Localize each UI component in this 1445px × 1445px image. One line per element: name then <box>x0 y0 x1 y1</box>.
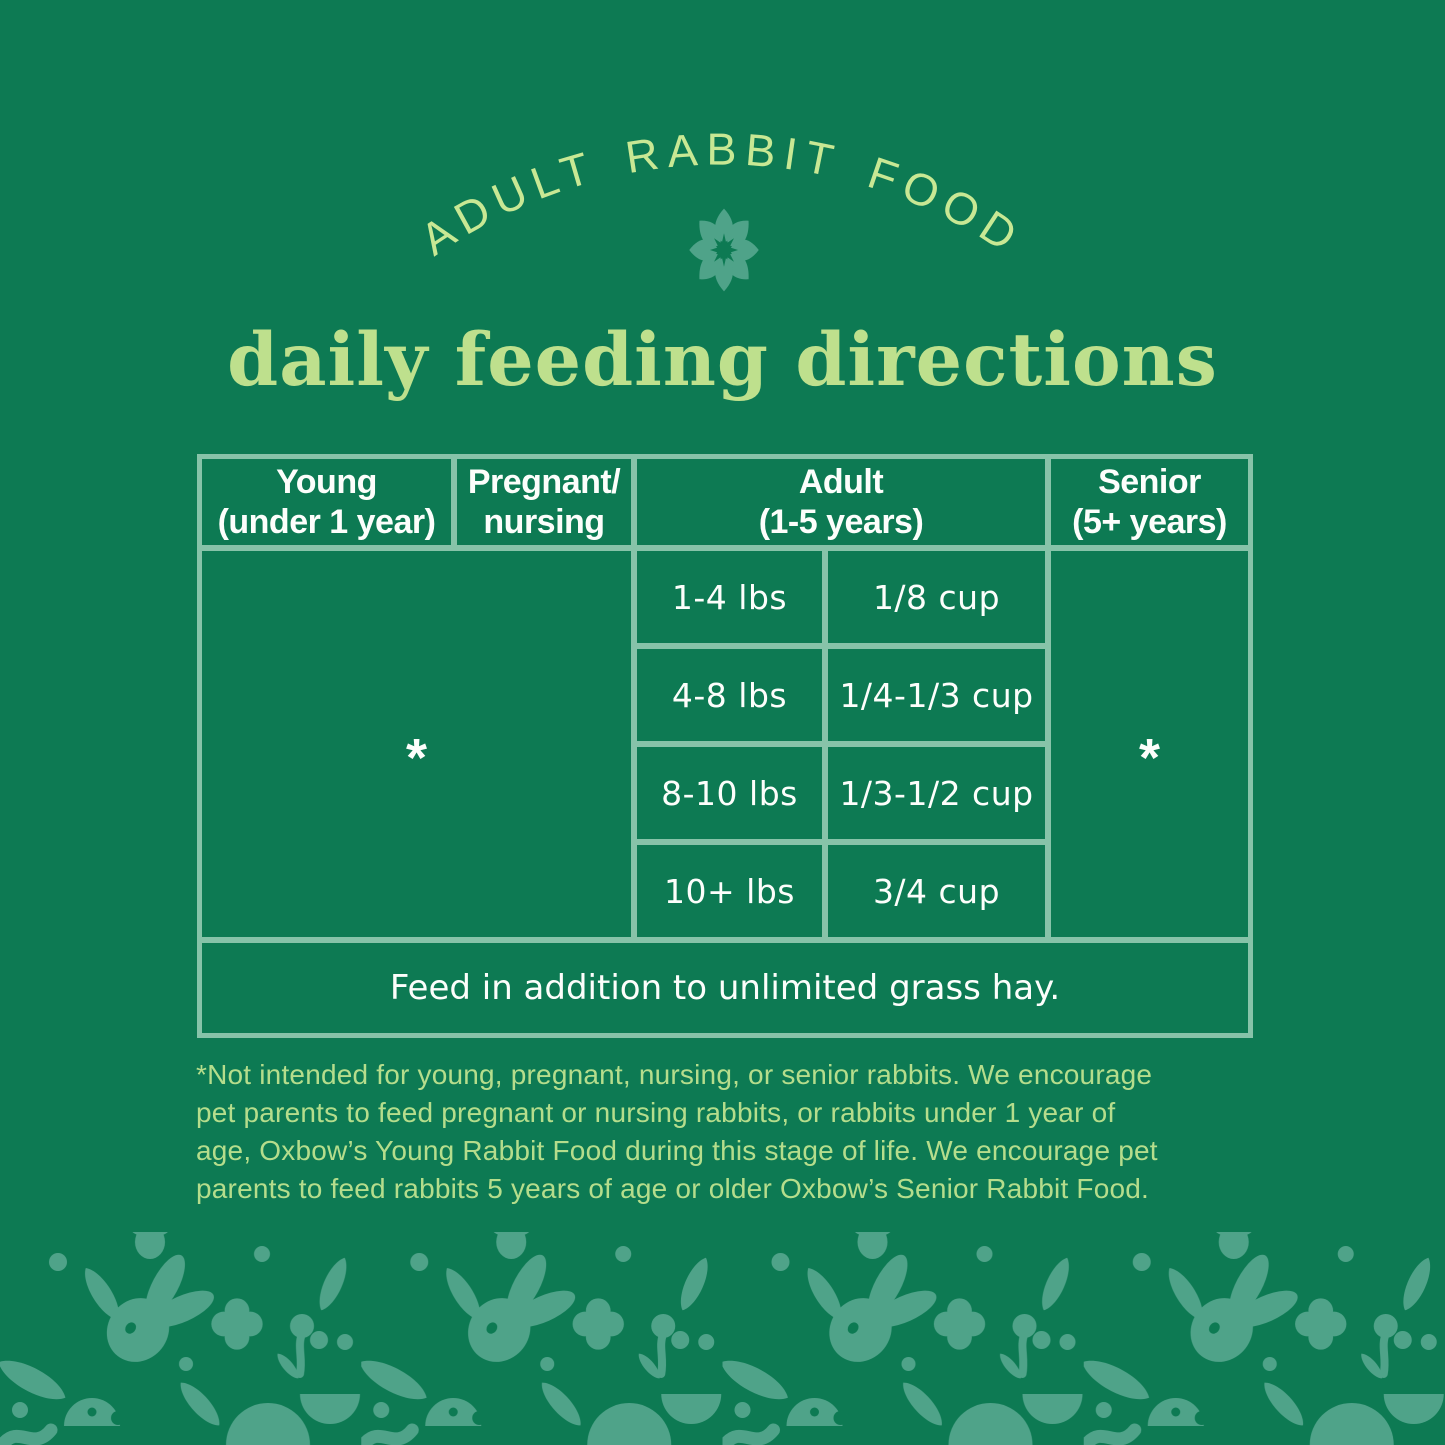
decorative-pattern-band <box>0 1232 1445 1445</box>
adult-amount-cell: 3/4 cup <box>828 845 1045 937</box>
column-header-young: Young (under 1 year) <box>202 459 451 545</box>
table-footer-note: Feed in addition to unlimited grass hay. <box>202 943 1248 1033</box>
adult-weight-cell: 1-4 lbs <box>637 551 822 643</box>
adult-amount-cell: 1/3-1/2 cup <box>828 747 1045 839</box>
adult-weight-cell: 8-10 lbs <box>637 747 822 839</box>
senior-asterisk-cell: * <box>1051 551 1248 937</box>
page-title: daily feeding directions <box>227 317 1218 403</box>
adult-amount-cell: 1/4-1/3 cup <box>828 649 1045 741</box>
column-header-pregnant-nursing: Pregnant/ nursing <box>457 459 631 545</box>
adult-amount-cell: 1/8 cup <box>828 551 1045 643</box>
young-pregnant-asterisk-cell: * <box>202 551 631 937</box>
footnote: *Not intended for young, pregnant, nursi… <box>196 1059 1158 1204</box>
column-header-senior: Senior (5+ years) <box>1051 459 1248 545</box>
adult-weight-cell: 10+ lbs <box>637 845 822 937</box>
feeding-table: Young (under 1 year) Pregnant/ nursing A… <box>197 454 1253 1038</box>
eight-petal-flower-icon <box>689 208 759 292</box>
adult-weight-cell: 4-8 lbs <box>637 649 822 741</box>
column-header-adult: Adult (1-5 years) <box>637 459 1045 545</box>
